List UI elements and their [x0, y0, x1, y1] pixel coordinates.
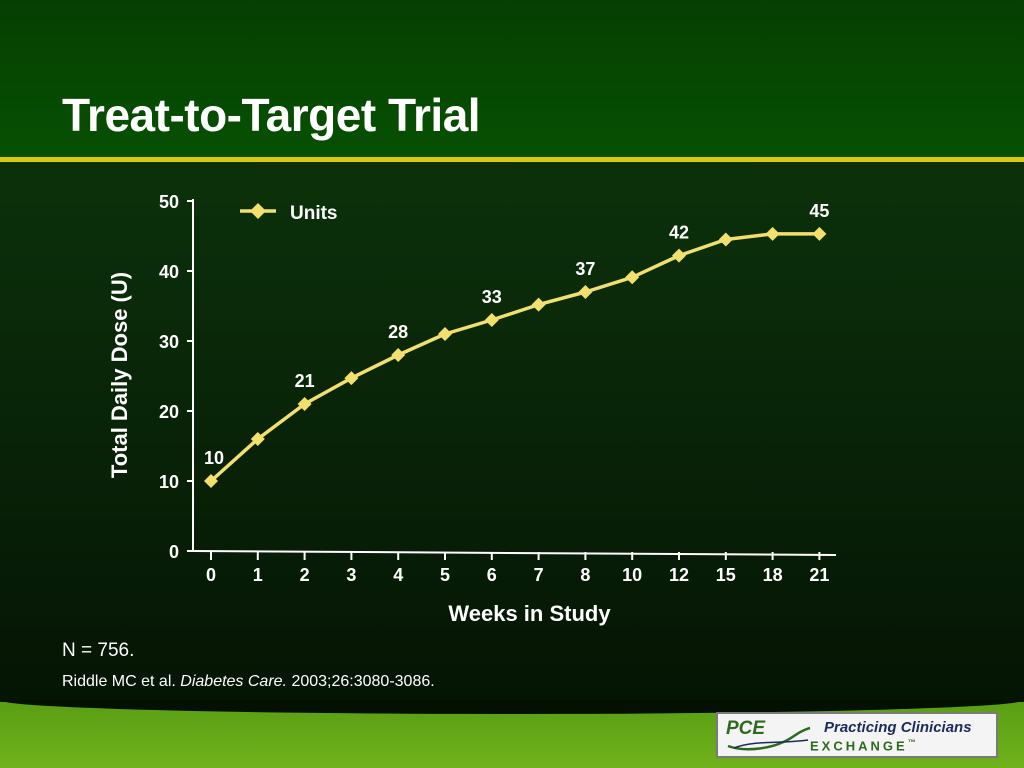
legend-label: Units — [290, 203, 338, 224]
x-tick-label: 8 — [580, 565, 590, 585]
citation-details: 2003;26:3080-3086. — [291, 673, 435, 690]
y-tick-label: 40 — [159, 262, 179, 282]
data-point-marker — [344, 371, 359, 386]
slide-title: Treat-to-Target Trial — [62, 89, 481, 141]
x-axis-line — [192, 550, 837, 556]
x-axis-title: Weeks in Study — [448, 601, 611, 626]
logo-exchange-text: EXCHANGE — [810, 738, 908, 754]
logo-mark: PCE — [726, 718, 766, 739]
data-point-marker — [625, 270, 640, 285]
x-tick-label: 0 — [206, 565, 216, 585]
data-label: 37 — [575, 259, 595, 279]
data-point-marker — [812, 226, 827, 241]
footer-curve — [0, 700, 1024, 714]
data-point-marker — [578, 285, 593, 299]
data-label: 33 — [482, 287, 502, 307]
x-tick-label: 18 — [763, 565, 783, 585]
data-point-marker — [484, 313, 499, 327]
logo-trademark: ™ — [907, 738, 916, 747]
data-point-marker — [250, 432, 265, 446]
pce-logo: PCE Practicing Clinicians EXCHANGE™ — [716, 712, 998, 758]
y-tick-label: 0 — [169, 542, 179, 562]
citation: Riddle MC et al. Diabetes Care. 2003;26:… — [62, 673, 435, 691]
citation-authors: Riddle MC et al. — [62, 673, 176, 690]
legend-marker — [250, 203, 266, 219]
data-point-marker — [765, 226, 780, 241]
x-tick-label: 6 — [487, 565, 497, 585]
header-rule — [0, 157, 1024, 162]
data-point-marker — [672, 248, 686, 263]
y-tick-label: 10 — [159, 472, 179, 492]
data-label: 42 — [669, 223, 689, 243]
logo-line1: Practicing Clinicians — [824, 719, 972, 736]
y-tick-label: 20 — [159, 402, 179, 422]
logo-line2: EXCHANGE™ — [810, 738, 916, 753]
x-tick-label: 10 — [622, 565, 642, 585]
x-tick-label: 7 — [534, 565, 544, 585]
x-tick-label: 2 — [300, 565, 310, 585]
data-label: 21 — [295, 371, 315, 391]
series-line-units — [209, 232, 820, 483]
sample-size-note: N = 756. — [62, 640, 135, 661]
x-tick-label: 4 — [393, 565, 403, 585]
y-tick-label: 50 — [159, 192, 179, 212]
x-tick-label: 21 — [809, 565, 829, 585]
data-point-marker — [718, 232, 733, 247]
data-label: 10 — [204, 448, 224, 468]
data-point-marker — [531, 297, 546, 312]
data-point-marker — [297, 397, 312, 411]
data-point-marker — [204, 474, 218, 488]
slide-header — [0, 0, 1024, 158]
data-label: 45 — [809, 201, 829, 221]
logo-swirl-icon — [727, 726, 811, 751]
x-tick-label: 5 — [440, 565, 450, 585]
x-tick-label: 12 — [669, 565, 689, 585]
x-tick-label: 15 — [716, 565, 736, 585]
y-tick-label: 30 — [159, 332, 179, 352]
data-point-marker — [438, 327, 452, 341]
data-point-marker — [391, 348, 406, 362]
x-tick-label: 3 — [346, 565, 356, 585]
x-tick-label: 1 — [253, 565, 263, 585]
y-axis-title: Total Daily Dose (U) — [107, 272, 132, 478]
data-label: 28 — [388, 322, 408, 342]
citation-journal: Diabetes Care. — [180, 673, 287, 690]
